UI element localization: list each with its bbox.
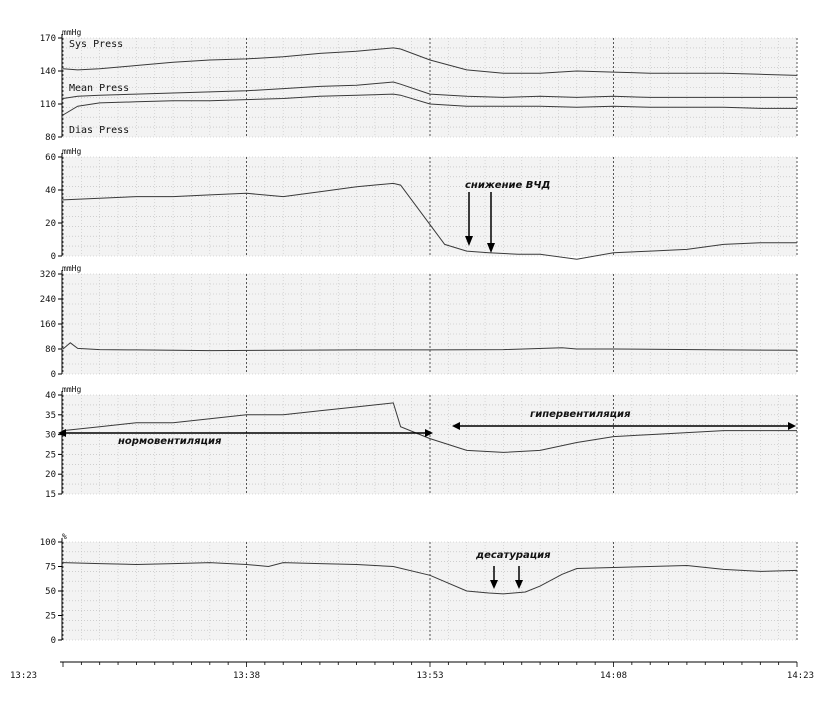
icp-annotation: снижение ВЧД: [465, 180, 550, 191]
panels: mmHg 80 110 140 170 Sys Press Mean Press Dias P…: [40, 28, 798, 646]
y-tick-label: 40: [45, 186, 56, 196]
y-tick-label: 110: [40, 100, 56, 110]
y-tick-label: 0: [51, 252, 56, 262]
y-tick-label: 20: [45, 219, 56, 229]
y-tick-label: 50: [45, 587, 56, 597]
series-line-5-1: [62, 562, 798, 595]
y-tick-label: 100: [40, 538, 56, 548]
x-tick-label: 13:53: [416, 671, 443, 681]
y-tick-label: 30: [45, 431, 56, 441]
y-tick-label: 0: [51, 636, 56, 646]
y-tick-label: 160: [40, 320, 56, 330]
y-tick-label: 25: [45, 612, 56, 622]
normo-arrow-left-head: [58, 429, 66, 437]
series-line-2-1: [62, 182, 797, 260]
unit-label: mmHg: [62, 28, 81, 37]
y-tick-label: 170: [40, 34, 56, 44]
hyper-arrow-right-head: [788, 422, 796, 430]
series-line-3-1: [62, 342, 798, 352]
unit-label: mmHg: [62, 264, 81, 273]
y-tick-label: 80: [45, 133, 56, 143]
y-tick-label: 20: [45, 470, 56, 480]
y-tick-label: 240: [40, 295, 56, 305]
y-tick-label: 40: [45, 391, 56, 401]
hyper-annotation: гипервентиляция: [530, 409, 631, 420]
x-tick-label: 14:23: [787, 671, 814, 681]
series-line-1-2: [62, 81, 797, 99]
unit-label: %: [62, 532, 67, 541]
series-line-1-1: [62, 47, 798, 76]
series-label: Dias Press: [69, 125, 129, 136]
annotations: снижение ВЧД нормовентиляция гипервентил…: [58, 180, 796, 589]
y-tick-label: 75: [45, 563, 56, 573]
y-tick-label: 140: [40, 67, 56, 77]
y-tick-label: 80: [45, 345, 56, 355]
series-line-1-3: [62, 93, 797, 116]
desat-arrow-2-head: [515, 580, 523, 589]
unit-label: mmHg: [62, 147, 81, 156]
y-tick-label: 15: [45, 490, 56, 500]
normo-annotation: нормовентиляция: [118, 436, 222, 447]
icp-arrow-2-head: [487, 243, 495, 253]
series-label: Mean Press: [69, 83, 129, 94]
x-tick-label: 13:23: [10, 671, 37, 681]
y-tick-label: 60: [45, 153, 56, 163]
desat-annotation: десатурация: [475, 550, 551, 561]
normo-arrow-right-head: [425, 429, 433, 437]
desat-arrow-1-head: [490, 580, 498, 589]
series-label: Sys Press: [69, 39, 123, 50]
panel-4: mmHg 15 20 25 30 35 40: [45, 385, 798, 500]
x-tick-label: 14:08: [600, 671, 627, 681]
y-tick-label: 35: [45, 411, 56, 421]
x-axis: 13:23 13:38 13:53 14:08 14:23: [10, 661, 814, 681]
y-tick-label: 0: [51, 370, 56, 380]
panel-2: mmHg 0 20 40 60: [45, 147, 798, 262]
hyper-arrow-left-head: [452, 422, 460, 430]
x-tick-label: 13:38: [233, 671, 260, 681]
y-tick-label: 25: [45, 450, 56, 460]
panel-3: mmHg 0 80 160 240 320: [40, 264, 798, 380]
icp-arrow-1-head: [465, 236, 473, 246]
panel-5: % 0 25 50 75 100: [40, 532, 798, 646]
unit-label: mmHg: [62, 385, 81, 394]
y-tick-label: 320: [40, 270, 56, 280]
panel-1: mmHg 80 110 140 170 Sys Press Mean Press Dias P…: [40, 28, 798, 143]
